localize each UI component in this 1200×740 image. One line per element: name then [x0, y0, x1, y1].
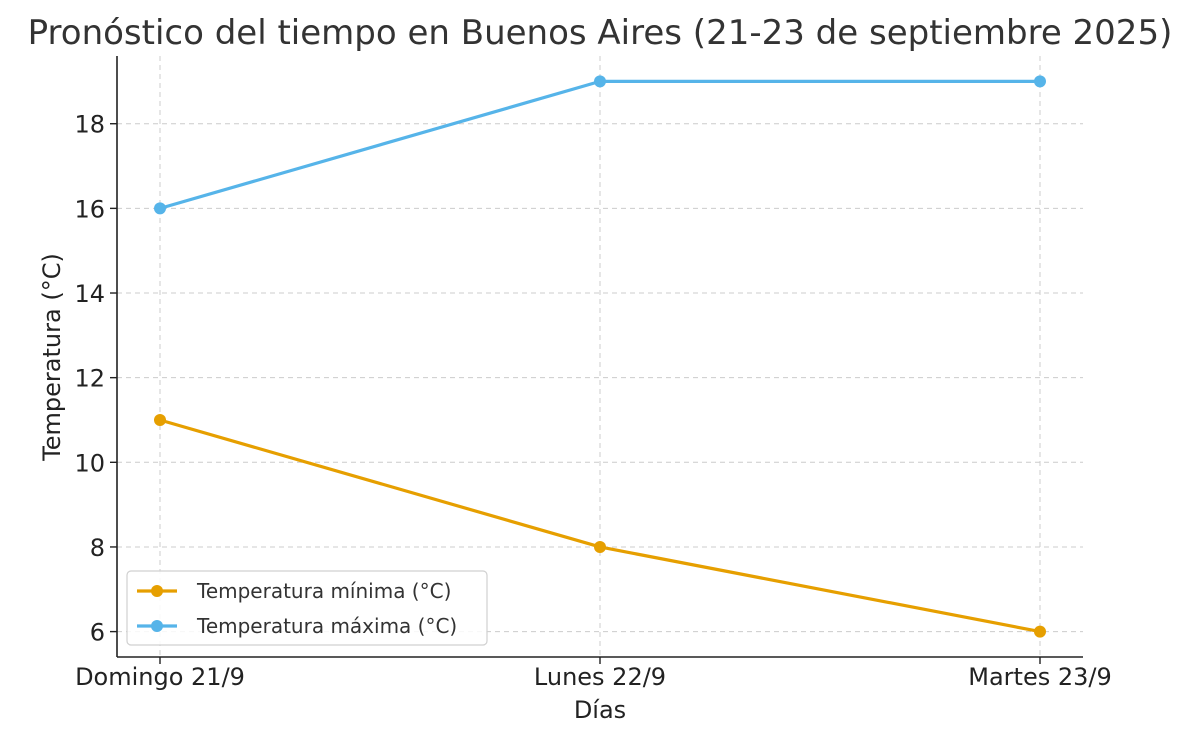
y-tick-label: 16: [74, 195, 105, 223]
grid-lines: [117, 56, 1083, 657]
x-tick-label: Domingo 21/9: [75, 663, 245, 691]
legend-box: [126, 570, 488, 646]
chart-title: Pronóstico del tiempo en Buenos Aires (2…: [28, 13, 1173, 53]
series-max: [154, 75, 1046, 215]
y-tick-label: 10: [74, 449, 105, 477]
legend-label: Temperatura máxima (°C): [196, 614, 457, 638]
data-point: [594, 540, 606, 553]
data-point: [594, 75, 606, 88]
y-tick-label: 12: [74, 365, 105, 393]
y-axis-label: Temperatura (°C): [38, 253, 66, 462]
legend-item: Temperatura mínima (°C): [137, 579, 451, 603]
data-point: [1034, 75, 1046, 88]
legend-item: Temperatura máxima (°C): [137, 614, 457, 638]
x-axis-label: Días: [574, 696, 626, 724]
y-tick-label: 14: [74, 280, 105, 308]
data-point: [154, 413, 166, 426]
x-tick-label: Martes 23/9: [968, 663, 1111, 691]
series-min: [154, 413, 1046, 638]
data-point: [1034, 625, 1046, 638]
legend-label: Temperatura mínima (°C): [196, 579, 451, 603]
series: [154, 75, 1046, 638]
y-tick-label: 6: [90, 619, 105, 647]
axes: [110, 56, 1083, 664]
legend-swatch-marker: [151, 585, 163, 597]
legend: Temperatura mínima (°C) Temperatura máxim…: [126, 570, 488, 646]
x-tick-label: Lunes 22/9: [534, 663, 666, 691]
y-tick-label: 18: [74, 111, 105, 139]
tick-labels: 6 8 10 12 14 16 18 Domingo 21/9 Lunes 22/9 Martes…: [74, 111, 1111, 691]
data-point: [154, 202, 166, 215]
y-tick-label: 8: [90, 534, 105, 562]
series-line: [159, 79, 1040, 210]
legend-swatch-marker: [151, 620, 163, 632]
